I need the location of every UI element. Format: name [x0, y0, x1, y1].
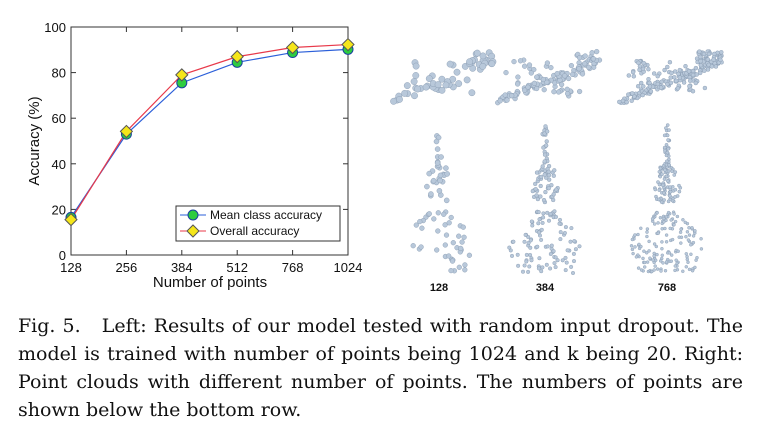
y-axis-label: Accuracy (%) [26, 96, 43, 185]
legend-label-overall: Overall accuracy [210, 224, 299, 238]
point-cloud-vase [507, 209, 582, 275]
point-cloud-airplane [390, 49, 497, 105]
y-tick-label: 20 [52, 202, 66, 217]
x-tick-label: 128 [60, 260, 82, 275]
point-cloud-vase [410, 209, 473, 274]
y-axis: 0 20 40 60 80 100 [44, 20, 348, 263]
y-tick-label: 40 [52, 157, 66, 172]
x-tick-label: 768 [282, 260, 304, 275]
y-tick-label: 60 [52, 111, 66, 126]
figure-caption: Fig. 5. Left: Results of our model teste… [18, 312, 743, 424]
x-tick-label: 512 [226, 260, 248, 275]
y-tick-label: 0 [59, 248, 66, 263]
cloud-label-128: 128 [429, 282, 449, 294]
y-tick-label: 80 [52, 66, 66, 81]
x-tick-label: 384 [171, 260, 193, 275]
plot-frame [70, 26, 349, 256]
cloud-label-384: 384 [535, 282, 555, 294]
data-point-overall-0 [64, 212, 78, 227]
point-cloud-vase [629, 210, 704, 274]
caption-label: Fig. 5. [18, 315, 81, 337]
point-cloud-guitar [530, 124, 560, 205]
data-point-overall-3 [230, 49, 244, 64]
accuracy-chart: 0 20 40 60 80 100 128 256 384 512 768 1024 Accurac… [26, 20, 362, 291]
x-axis: 128 256 384 512 768 1024 [60, 27, 362, 275]
x-tick-label: 1024 [334, 260, 363, 275]
point-cloud-grid: 128 384 768 [375, 38, 759, 300]
series-line-0 [70, 48, 349, 218]
data-point-overall-1 [119, 124, 134, 139]
legend-marker-overall [186, 224, 200, 238]
data-point-overall-2 [175, 68, 189, 82]
point-cloud-guitar [653, 123, 683, 205]
figure: 0 20 40 60 80 100 128 256 384 512 768 1024 Accurac… [26, 20, 759, 300]
data-point-overall-5 [341, 37, 355, 52]
caption-text: Left: Results of our model tested with r… [18, 315, 743, 421]
x-axis-label: Number of points [153, 274, 267, 291]
x-tick-label: 256 [116, 260, 138, 275]
series-layer [64, 37, 355, 227]
point-cloud-airplane [617, 49, 724, 106]
series-line-1 [70, 43, 349, 220]
legend-label-mean: Mean class accuracy [210, 208, 322, 222]
y-tick-label: 100 [44, 20, 66, 35]
legend: Mean class accuracy Overall accuracy [175, 205, 341, 242]
legend-box [175, 205, 341, 242]
legend-marker-mean [187, 209, 199, 221]
cloud-label-768: 768 [657, 282, 677, 294]
point-cloud-guitar [424, 133, 450, 204]
data-point-overall-4 [285, 40, 300, 55]
point-cloud-airplane [495, 49, 603, 106]
